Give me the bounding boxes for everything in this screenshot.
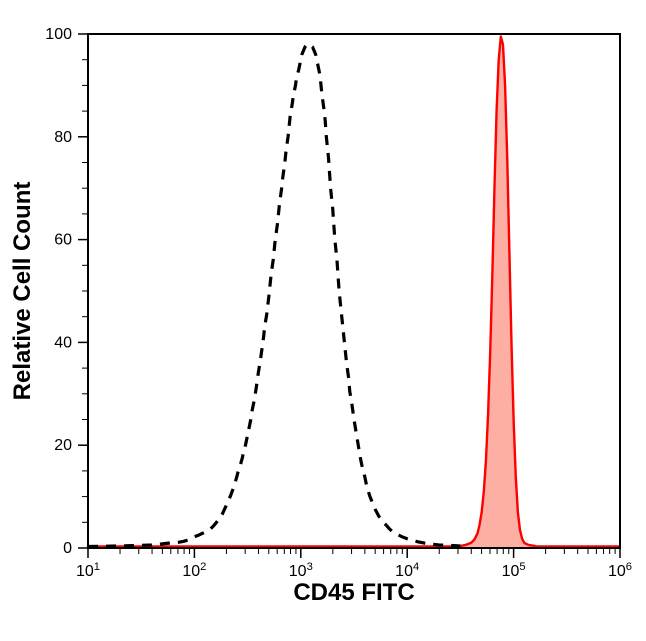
y-tick-label: 80 — [54, 129, 72, 146]
y-tick-label: 40 — [54, 334, 72, 351]
y-tick-label: 100 — [45, 26, 72, 43]
y-tick-label: 60 — [54, 232, 72, 249]
x-axis-label: CD45 FITC — [293, 579, 414, 606]
chart-svg: 101102103104105106CD45 FITC020406080100R… — [0, 0, 646, 641]
y-tick-label: 20 — [54, 437, 72, 454]
flow-cytometry-histogram: 101102103104105106CD45 FITC020406080100R… — [0, 0, 646, 641]
y-tick-label: 0 — [63, 540, 72, 557]
y-axis-label: Relative Cell Count — [9, 182, 36, 401]
